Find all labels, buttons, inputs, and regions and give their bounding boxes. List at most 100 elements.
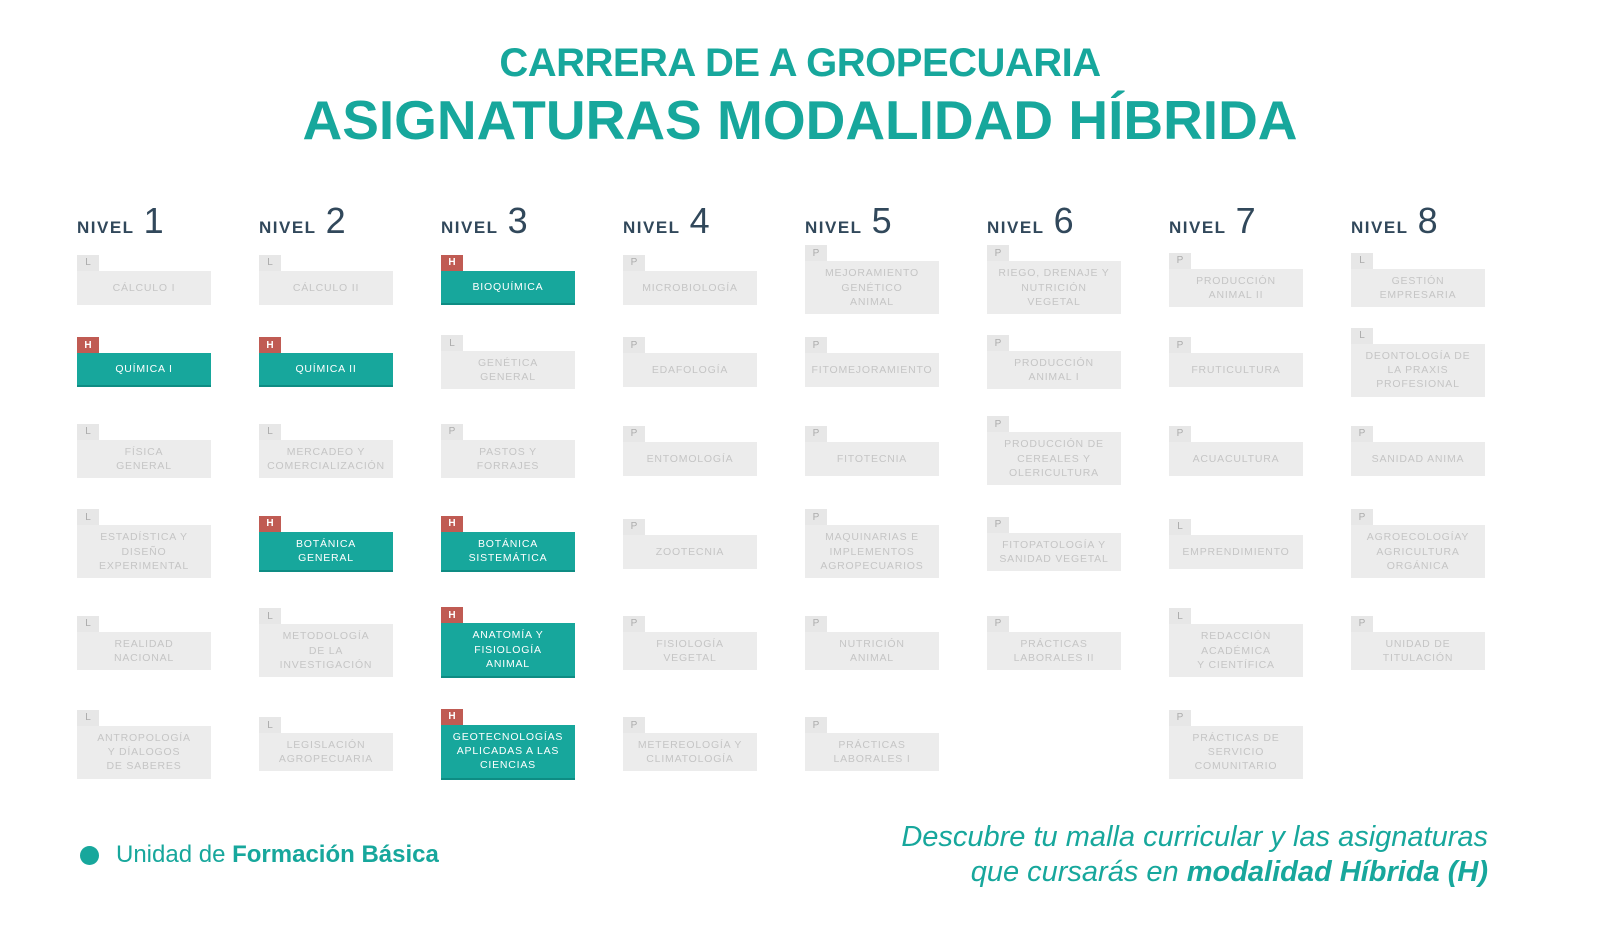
level-row-slot: L CÁLCULO II [259,242,393,318]
level-row-slot: H ANATOMÍA Y FISIOLOGÍA ANIMAL [441,593,575,693]
course-card: P PRÁCTICAS LABORALES I [805,717,939,772]
course-name: EDAFOLOGÍA [623,353,757,388]
course-name: ENTOMOLOGÍA [623,441,757,476]
course-card: L EMPRENDIMIENTO [1169,518,1303,569]
course-modality-tag: P [805,717,827,734]
level-row-slot: L GENÉTICA GENERAL [441,318,575,407]
course-modality-tag: P [623,425,645,442]
course-modality-tag: L [77,423,99,440]
course-modality-tag: L [259,423,281,440]
course-name: REALIDAD NACIONAL [77,631,211,670]
course-modality-tag: P [987,516,1009,533]
course-modality-tag: P [623,615,645,632]
level-header: NIVEL 5 [805,200,939,242]
level-row-slot: L METODOLOGÍA DE LA INVESTIGACIÓN [259,593,393,693]
course-name: PRODUCCIÓN ANIMAL II [1169,268,1303,307]
course-card: L CÁLCULO II [259,254,393,305]
level-row-slot: H BOTÁNICA SISTEMÁTICA [441,495,575,593]
level-row-slot: P NUTRICIÓN ANIMAL [805,593,939,693]
course-card: P NUTRICIÓN ANIMAL [805,615,939,670]
level-header: NIVEL 7 [1169,200,1303,242]
course-card: P PRÁCTICAS LABORALES II [987,615,1121,670]
course-card: P FITOTECNIA [805,425,939,476]
level-label: NIVEL [77,217,135,237]
course-card: L ESTADÍSTICA Y DISEÑO EXPERIMENTAL [77,509,211,578]
level-row-slot: L ANTROPOLOGÍA Y DÍALOGOS DE SABERES [77,693,211,796]
course-card: L GESTIÓN EMPRESARIA [1351,252,1485,307]
course-modality-tag: H [441,515,463,532]
course-modality-tag: H [441,607,463,624]
level-label: NIVEL [1351,217,1409,237]
course-name: CÁLCULO I [77,270,211,305]
level-row-slot: P EDAFOLOGÍA [623,318,757,407]
course-name: NUTRICIÓN ANIMAL [805,631,939,670]
footer-line2-bold: modalidad Híbrida (H) [1186,856,1488,889]
level-row-slot: L ESTADÍSTICA Y DISEÑO EXPERIMENTAL [77,495,211,593]
course-name: PASTOS Y FORRAJES [441,439,575,478]
level-header: NIVEL 3 [441,200,575,242]
level-row-slot: P PRODUCCIÓN DE CEREALES Y OLERICULTURA [987,407,1121,495]
level-row-slot: H QUÍMICA I [77,318,211,407]
legend-text: Unidad de Formación Básica [116,841,439,869]
course-card: P ACUACULTURA [1169,425,1303,476]
level-row-slot: P SANIDAD ANIMA [1351,407,1485,495]
course-card: P PRODUCCIÓN ANIMAL I [987,335,1121,390]
course-card: L METODOLOGÍA DE LA INVESTIGACIÓN [259,608,393,677]
level-label: NIVEL [1169,217,1227,237]
course-modality-tag: L [77,615,99,632]
course-modality-tag: H [441,254,463,271]
course-modality-tag: P [1169,252,1191,269]
footer-line2: que cursarás en modalidad Híbrida (H) [901,855,1488,890]
course-name: PRÁCTICAS LABORALES II [987,631,1121,670]
course-card: P PRÁCTICAS DE SERVICIO COMUNITARIO [1169,709,1303,779]
level-header: NIVEL 2 [259,200,393,242]
course-card: L MERCADEO Y COMERCIALIZACIÓN [259,423,393,478]
course-card: H QUÍMICA II [259,337,393,388]
course-card: P UNIDAD DE TITULACIÓN [1351,615,1485,670]
level-row-slot: L FÍSICA GENERAL [77,407,211,495]
footer-line2-prefix: que cursarás en [970,856,1187,889]
course-modality-tag: P [987,245,1009,262]
level-row-slot: L DEONTOLOGÍA DE LA PRAXIS PROFESIONAL [1351,318,1485,407]
course-name: METEREOLOGÍA Y CLIMATOLOGÍA [623,733,757,772]
level-row-slot: L REDACCIÓN ACADÉMICA Y CIENTÍFICA [1169,593,1303,693]
course-card: L LEGISLACIÓN AGROPECUARIA [259,717,393,772]
level-row-slot: P PRÁCTICAS LABORALES II [987,593,1121,693]
level-row-slot: H GEOTECNOLOGÍAS APLICADAS A LAS CIENCIAS [441,693,575,796]
level-label: NIVEL [623,217,681,237]
level-row-slot: P FITOPATOLOGÍA Y SANIDAD VEGETAL [987,495,1121,593]
course-name: ACUACULTURA [1169,441,1303,476]
course-name: FISIOLOGÍA VEGETAL [623,631,757,670]
course-modality-tag: P [987,416,1009,433]
level-row-slot: H BIOQUÍMICA [441,242,575,318]
course-modality-tag: P [805,245,827,262]
course-card: L REALIDAD NACIONAL [77,615,211,670]
course-modality-tag: L [259,608,281,625]
course-card: P MEJORAMIENTO GENÉTICO ANIMAL [805,245,939,314]
level-row-slot: H BOTÁNICA GENERAL [259,495,393,593]
course-modality-tag: P [805,615,827,632]
page-title: ASIGNATURAS MODALIDAD HÍBRIDA [302,89,1298,151]
level-label: NIVEL [441,217,499,237]
course-modality-tag: L [77,709,99,726]
course-modality-tag: L [77,254,99,271]
career-supertitle: CARRERA DE A GROPECUARIA [499,41,1101,85]
course-modality-tag: H [259,337,281,354]
legend-bold: Formación Básica [232,841,439,868]
level-number: 7 [1235,199,1256,241]
level-number: 8 [1417,199,1438,241]
course-card: P EDAFOLOGÍA [623,337,757,388]
course-card: P PASTOS Y FORRAJES [441,423,575,478]
course-name: FITOMEJORAMIENTO [805,353,939,388]
course-card: H ANATOMÍA Y FISIOLOGÍA ANIMAL [441,607,575,678]
course-card: P ENTOMOLOGÍA [623,425,757,476]
course-modality-tag: P [805,425,827,442]
course-name: QUÍMICA II [259,353,393,388]
legend: Unidad de Formación Básica [80,841,439,869]
level-row-slot: P AGROECOLOGÍAY AGRICULTURA ORGÁNICA [1351,495,1485,593]
course-modality-tag: P [623,518,645,535]
course-card: P SANIDAD ANIMA [1351,425,1485,476]
course-name: QUÍMICA I [77,353,211,388]
